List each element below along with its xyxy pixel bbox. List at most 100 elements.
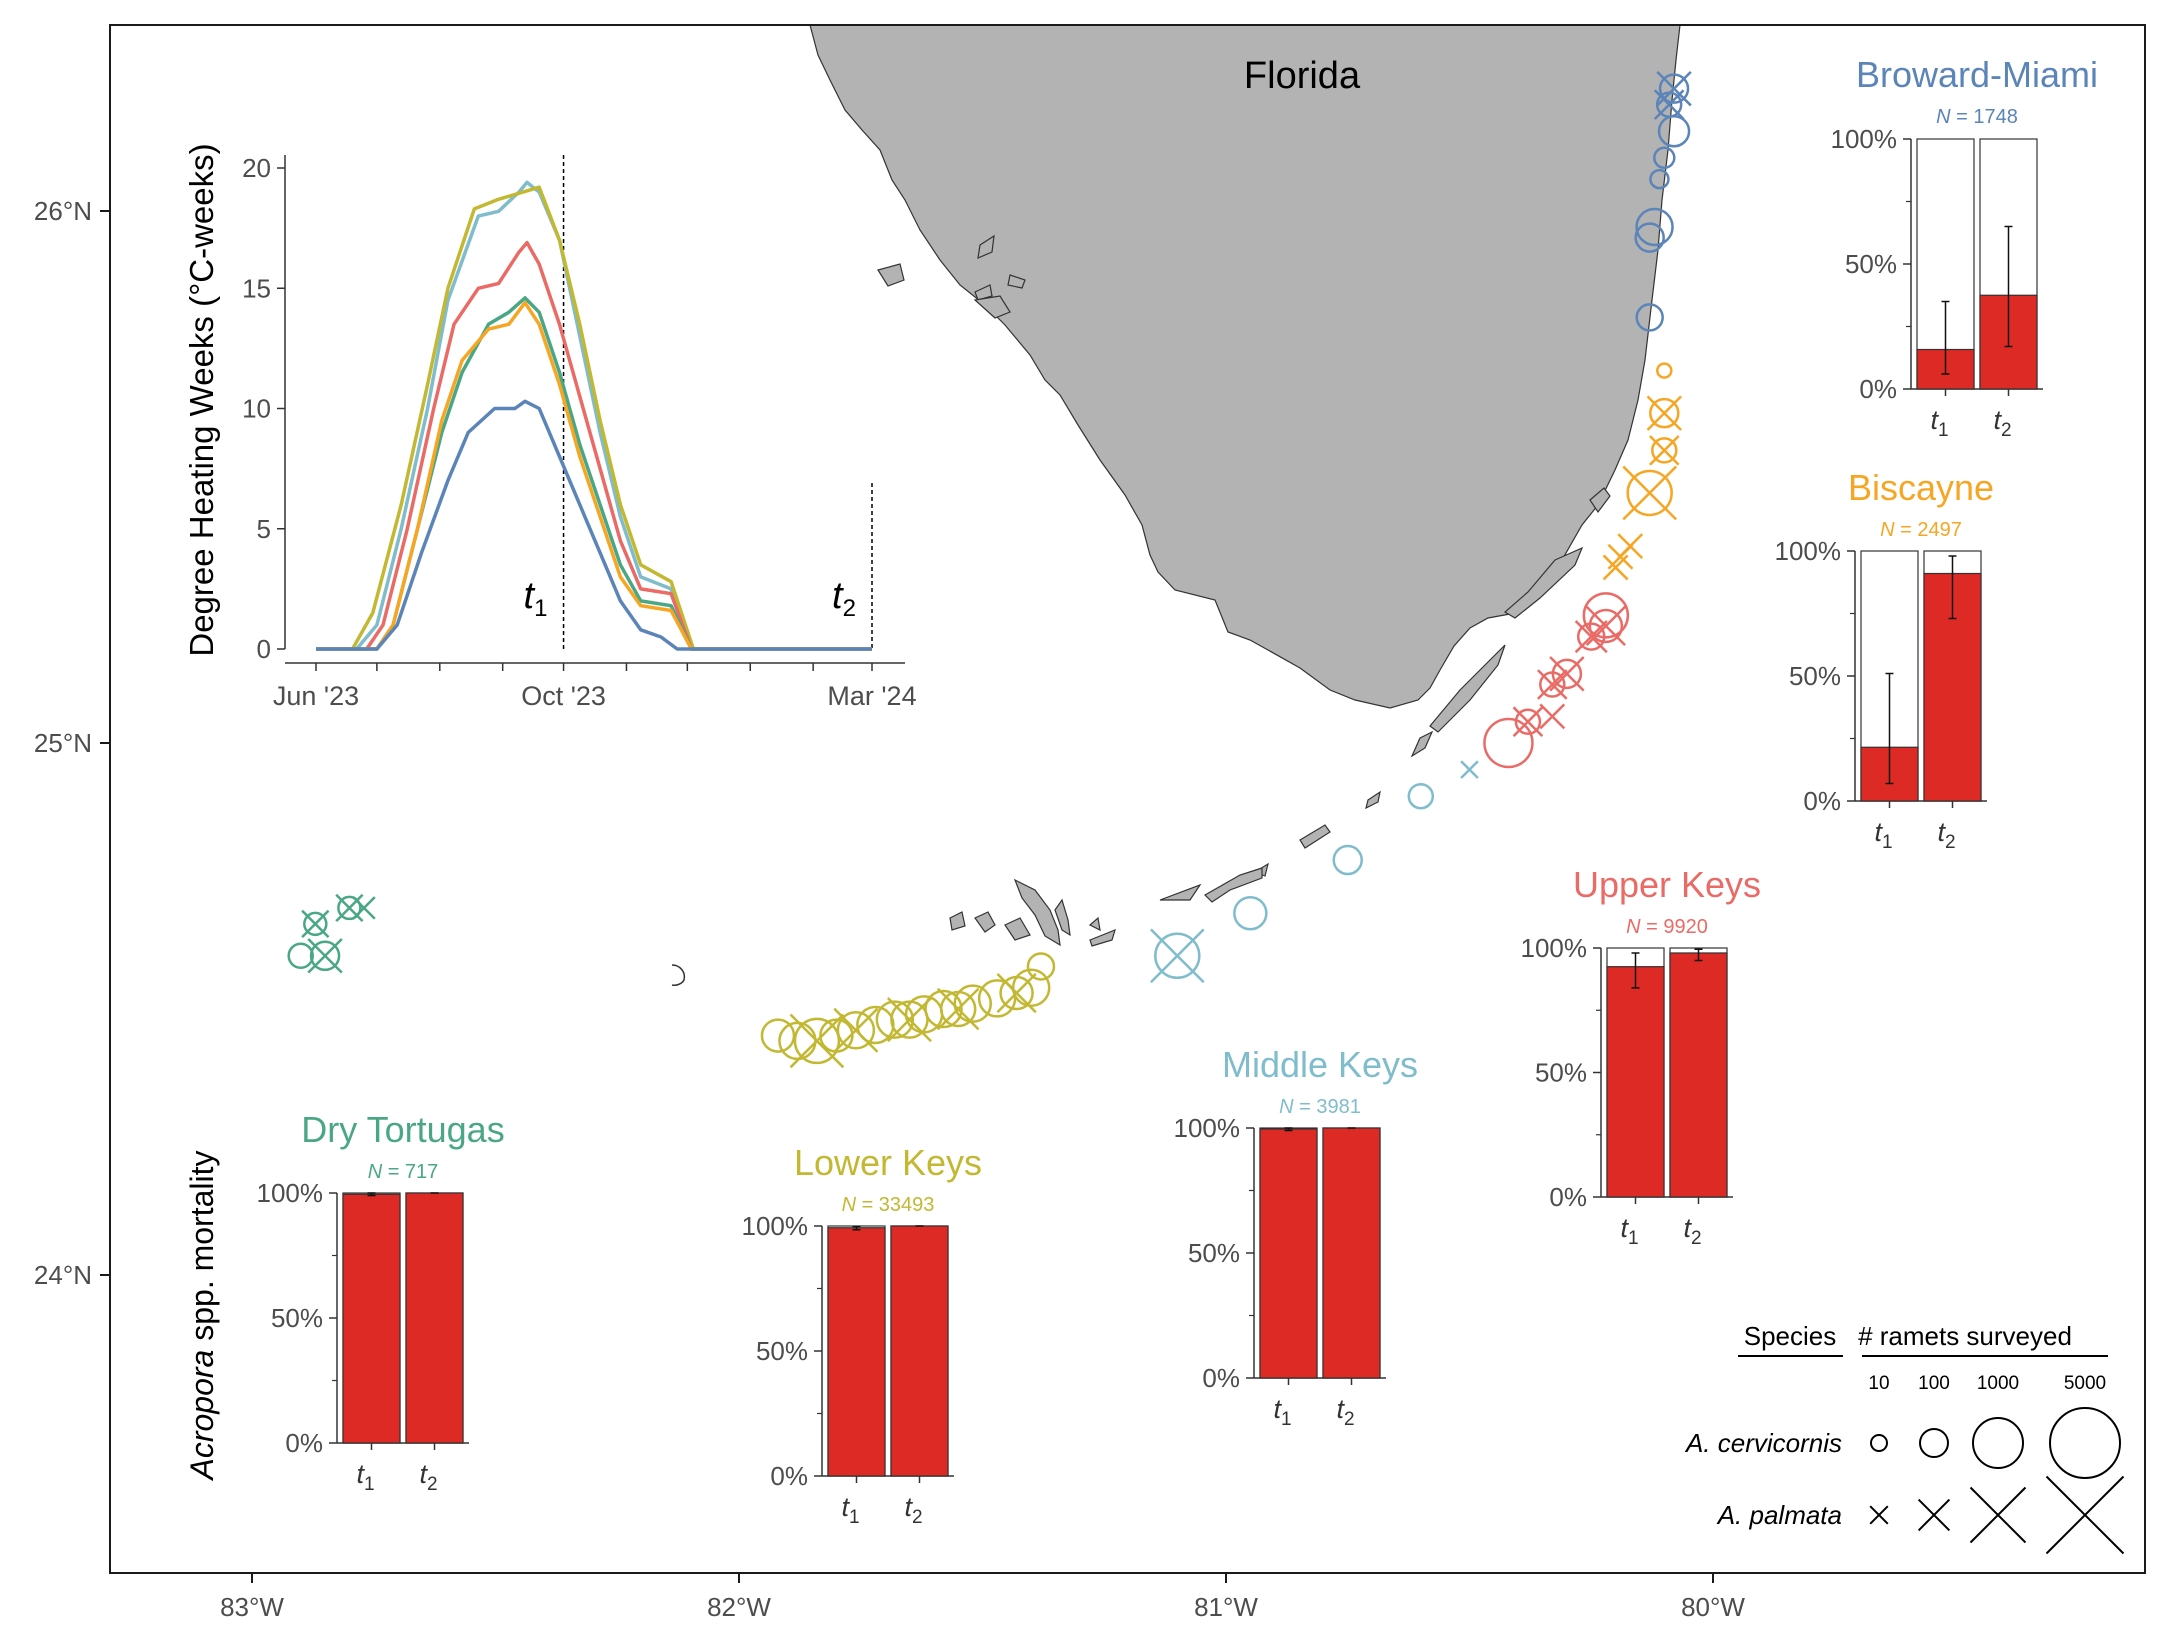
legend-size-label: 1000 bbox=[1977, 1373, 2019, 1394]
x-tick-label: 80°W bbox=[1681, 1592, 1745, 1622]
bar-x-tick-label: t2 bbox=[904, 1492, 922, 1528]
palmata-marker bbox=[833, 1007, 879, 1053]
florida-mainland bbox=[809, 25, 1681, 709]
cervicornis-marker bbox=[1582, 592, 1630, 639]
region-title: Upper Keys bbox=[1573, 864, 1761, 905]
region-n-label: N = 2497 bbox=[1880, 519, 1962, 541]
palmata-marker bbox=[1460, 760, 1479, 779]
legend-cross-marker bbox=[1917, 1498, 1951, 1532]
region-title: Lower Keys bbox=[794, 1142, 982, 1183]
bar-x-tick-label: t2 bbox=[1937, 817, 1955, 853]
bar-y-tick-label: 100% bbox=[1775, 536, 1842, 566]
bar-y-tick-label: 100% bbox=[1174, 1113, 1241, 1143]
bar-x-tick-label: t2 bbox=[1683, 1213, 1701, 1249]
mortality-bar bbox=[827, 1227, 886, 1477]
island bbox=[671, 964, 686, 986]
map-frame bbox=[109, 24, 2146, 1574]
palmata-marker bbox=[1653, 89, 1685, 120]
mortality-y-axis-label: Acropora spp. mortality bbox=[184, 1150, 220, 1481]
bar-x-tick-label: t1 bbox=[1620, 1213, 1638, 1249]
palmata-marker bbox=[352, 896, 376, 920]
cervicornis-marker bbox=[1407, 782, 1435, 810]
island bbox=[1088, 916, 1101, 932]
error-bar bbox=[367, 1192, 376, 1197]
island bbox=[974, 284, 993, 301]
key-largo bbox=[1503, 546, 1584, 619]
mortality-bar bbox=[1322, 1127, 1381, 1379]
cervicornis-marker bbox=[1539, 671, 1566, 698]
bar-panel-upper-keys: Upper Keys N = 9920 0% 50% 100% t1 t2 bbox=[1521, 864, 1762, 1249]
region-title: Biscayne bbox=[1848, 467, 1994, 508]
dhw-series-line bbox=[316, 185, 872, 651]
cervicornis-marker bbox=[1588, 608, 1624, 644]
cervicornis-marker bbox=[1649, 168, 1670, 190]
cervicornis-marker bbox=[1658, 73, 1690, 104]
legend-cross-marker bbox=[2045, 1475, 2125, 1555]
cervicornis-marker bbox=[760, 1018, 796, 1053]
cervicornis-marker bbox=[904, 995, 944, 1034]
mortality-bar bbox=[890, 1225, 949, 1477]
cervicornis-marker bbox=[1649, 397, 1680, 429]
legend-size-label: 100 bbox=[1918, 1373, 1950, 1394]
bar-x-tick-label: t1 bbox=[841, 1492, 859, 1528]
cervicornis-marker bbox=[309, 940, 341, 972]
cervicornis-marker bbox=[1634, 222, 1665, 253]
cervicornis-marker bbox=[875, 1000, 915, 1039]
bar-x-tick-label: t1 bbox=[1930, 405, 1948, 441]
island bbox=[1589, 487, 1611, 514]
bar-x-tick-label: t1 bbox=[1874, 817, 1892, 853]
cervicornis-marker bbox=[1635, 303, 1664, 332]
bar-y-tick-label: 100% bbox=[257, 1178, 324, 1208]
legend-size-title: # ramets surveyed bbox=[1858, 1321, 2072, 1351]
bar-panel-biscayne: Biscayne N = 2497 0% 50% 100% t1 t2 bbox=[1775, 467, 1995, 853]
error-bar bbox=[1941, 300, 1950, 375]
palmata-marker bbox=[1512, 706, 1544, 738]
island bbox=[1159, 883, 1202, 901]
dhw-y-tick-label: 10 bbox=[242, 394, 271, 424]
palmata-marker bbox=[1549, 656, 1585, 692]
error-bar bbox=[2004, 225, 2013, 348]
island bbox=[1089, 928, 1116, 947]
island bbox=[1007, 274, 1026, 289]
error-bar bbox=[1885, 672, 1894, 785]
palmata-marker bbox=[1539, 703, 1566, 730]
region-n-label: N = 717 bbox=[368, 1161, 439, 1183]
cervicornis-marker bbox=[1657, 114, 1691, 148]
cervicornis-marker bbox=[1154, 932, 1201, 980]
palmata-marker bbox=[307, 938, 343, 974]
legend-species-name: A. palmata bbox=[1716, 1500, 1842, 1530]
legend-circle-marker bbox=[1972, 1417, 2024, 1469]
palmata-marker bbox=[996, 972, 1037, 1014]
palmata-marker bbox=[1537, 669, 1568, 700]
cervicornis-marker bbox=[953, 984, 993, 1023]
cervicornis-marker bbox=[924, 989, 963, 1029]
cervicornis-marker bbox=[287, 942, 314, 970]
region-n-label: N = 3981 bbox=[1279, 1096, 1361, 1118]
palmata-marker bbox=[1574, 620, 1608, 654]
cervicornis-marker bbox=[836, 1011, 876, 1050]
bar-y-tick-label: 50% bbox=[1789, 661, 1841, 691]
mortality-bar bbox=[1259, 1128, 1318, 1379]
cervicornis-marker bbox=[793, 1017, 841, 1065]
palmata-marker bbox=[886, 997, 932, 1043]
cervicornis-marker bbox=[337, 895, 362, 921]
bar-y-tick-label: 100% bbox=[742, 1211, 809, 1241]
dhw-x-tick-label: Mar '24 bbox=[827, 681, 916, 711]
palmata-marker bbox=[1649, 435, 1680, 466]
cervicornis-marker bbox=[1651, 437, 1678, 464]
dhw-series-line bbox=[316, 240, 872, 651]
dhw-y-tick-label: 0 bbox=[257, 634, 271, 664]
dhw-time-label: t1 bbox=[524, 575, 548, 622]
dhw-x-tick-label: Oct '23 bbox=[521, 681, 606, 711]
y-tick-label: 26°N bbox=[34, 196, 92, 226]
mortality-bar bbox=[1606, 966, 1665, 1198]
region-title: Dry Tortugas bbox=[301, 1109, 504, 1150]
cervicornis-marker bbox=[1233, 895, 1268, 931]
legend-size-label: 5000 bbox=[2064, 1373, 2106, 1394]
dhw-y-tick-label: 15 bbox=[242, 273, 271, 303]
x-tick-label: 83°W bbox=[220, 1592, 284, 1622]
error-bar bbox=[1694, 948, 1703, 962]
upper-keys-islands bbox=[1429, 644, 1506, 733]
cervicornis-marker bbox=[778, 1021, 817, 1061]
island bbox=[1013, 878, 1061, 947]
